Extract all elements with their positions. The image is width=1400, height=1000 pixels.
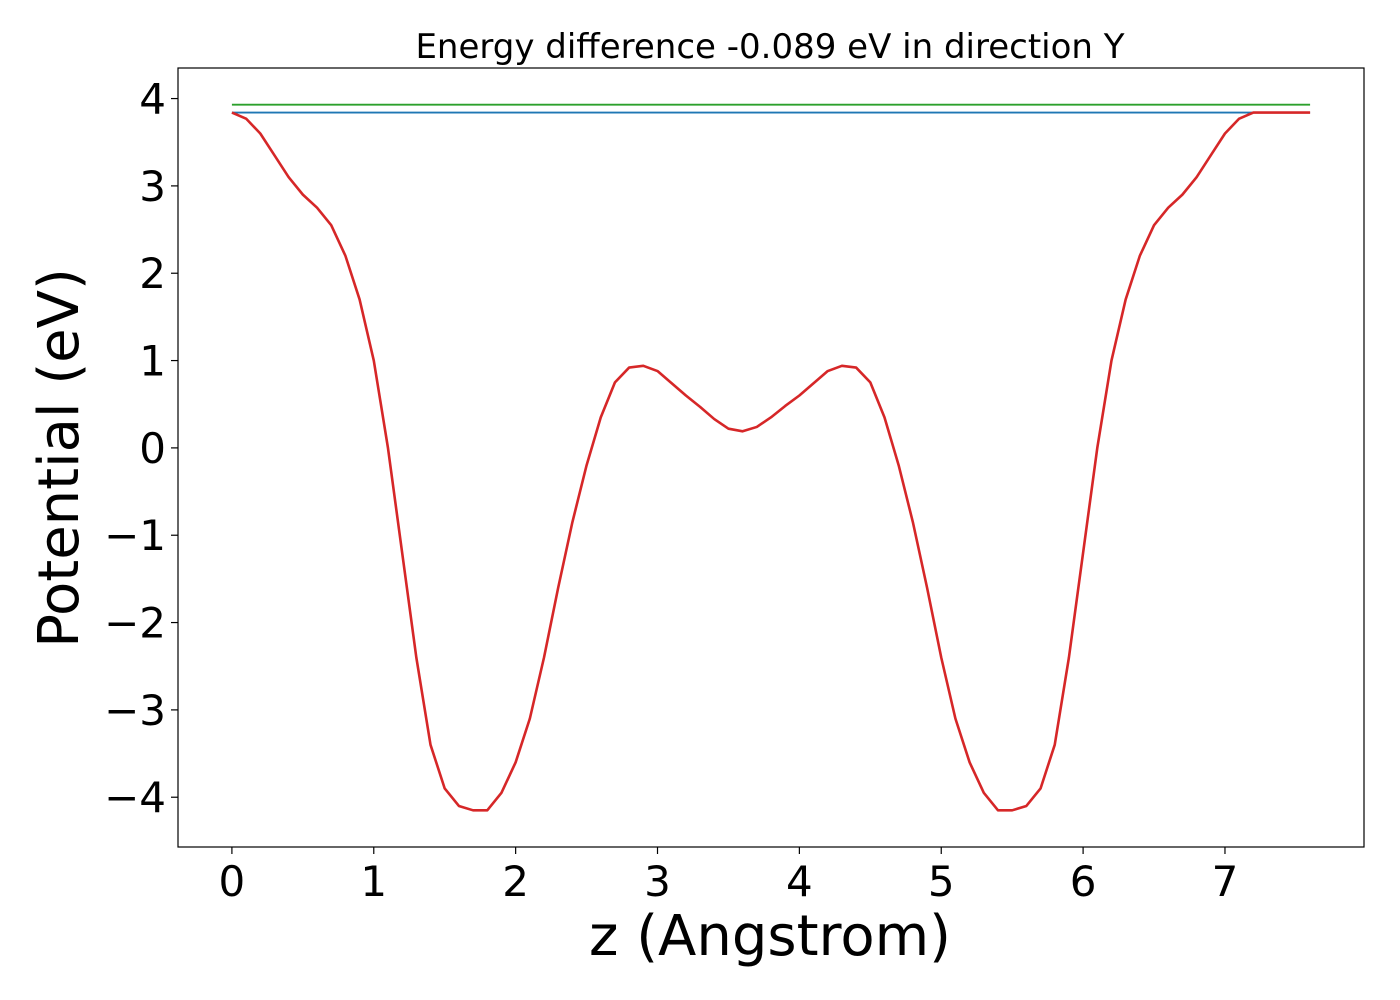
plot-area: [177, 67, 1365, 848]
x-tick-label: 3: [644, 857, 671, 906]
chart-title: Energy difference -0.089 eV in direction…: [415, 27, 1124, 67]
y-axis-title: Potential (eV): [27, 268, 92, 648]
y-axis: −4 −3 −2 −1 0 1 2 3 4: [104, 75, 178, 822]
x-tick-label: 5: [928, 857, 955, 906]
y-tick-label: 4: [139, 75, 166, 124]
x-tick-label: 6: [1070, 857, 1097, 906]
series-line-potential: [231, 111, 1311, 812]
x-tick-label: 1: [360, 857, 387, 906]
y-tick-label: −3: [104, 686, 166, 735]
x-tick-label: 0: [219, 857, 246, 906]
x-tick-label: 4: [786, 857, 813, 906]
series-layer: [231, 103, 1311, 812]
x-tick-label: 2: [502, 857, 529, 906]
plot-frame: [177, 67, 1365, 848]
x-axis-title: z (Angstrom): [589, 904, 951, 969]
x-tick-label: 7: [1212, 857, 1239, 906]
y-tick-label: 0: [139, 424, 166, 473]
y-tick-label: 2: [139, 249, 166, 298]
y-tick-label: −1: [104, 511, 166, 560]
y-tick-label: 1: [139, 337, 166, 386]
y-tick-label: −2: [104, 599, 166, 648]
y-tick-label: −4: [104, 773, 166, 822]
x-axis: 0 1 2 3 4 5 6 7: [219, 847, 1239, 906]
y-tick-label: 3: [139, 162, 166, 211]
